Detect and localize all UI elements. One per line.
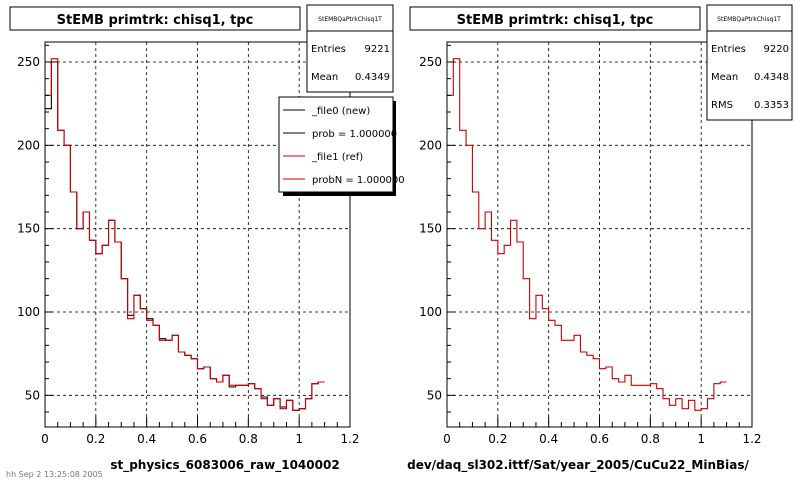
- left-xtick-label-0.8: 0.8: [239, 432, 258, 446]
- right-xtick-label-1.2: 1.2: [742, 432, 761, 446]
- left-ytick-label-50: 50: [25, 388, 40, 402]
- left-xtick-label-1.2: 1.2: [340, 432, 359, 446]
- right-xtick-label-0.6: 0.6: [590, 432, 609, 446]
- left-xtick-label-0.2: 0.2: [86, 432, 105, 446]
- left-mean-value: 0.4349: [355, 72, 390, 83]
- right-y-axis: 50 100 150 200 250: [419, 44, 455, 413]
- right-stats-box: StEMBQaPtrkChisq1T Entries 9220 Mean 0.4…: [706, 4, 793, 121]
- left-ytick-label-100: 100: [17, 305, 40, 319]
- left-ytick-label-250: 250: [17, 55, 40, 69]
- left-title-box: [9, 6, 301, 31]
- legend-entry-new: _file0 (new): [311, 106, 370, 117]
- left-entries-label: Entries: [311, 44, 346, 55]
- left-entries-value: 9221: [365, 44, 390, 55]
- right-xtick-label-0: 0: [443, 432, 451, 446]
- left-stats-frame: [306, 4, 394, 93]
- right-ytick-label-50: 50: [427, 388, 442, 402]
- left-xtick-label-0: 0: [41, 432, 49, 446]
- left-xtick-label-1: 1: [295, 432, 303, 446]
- right-series-ref: [447, 58, 727, 411]
- right-ytick-label-150: 150: [419, 222, 442, 236]
- right-ytick-label-100: 100: [419, 305, 442, 319]
- left-x-axis: 0 0.2 0.4 0.6 0.8 1 1.2: [41, 417, 360, 446]
- right-xtick-label-1: 1: [697, 432, 705, 446]
- left-x-label: st_physics_6083006_raw_1040002: [110, 458, 339, 473]
- right-histogram: [447, 58, 727, 411]
- right-ytick-label-250: 250: [419, 55, 442, 69]
- legend-frame: [278, 96, 394, 193]
- right-x-label: dev/daq_sl302.ittf/Sat/year_2005/CuCu22_…: [407, 458, 749, 473]
- left-histogram: [45, 58, 325, 411]
- right-title-box: [409, 6, 701, 31]
- left-title: StEMB primtrk: chisq1, tpc: [57, 13, 254, 28]
- right-stats-frame: [706, 4, 793, 121]
- right-xtick-label-0.8: 0.8: [641, 432, 660, 446]
- right-entries-label: Entries: [711, 44, 746, 55]
- right-xtick-label-0.4: 0.4: [539, 432, 558, 446]
- right-x-axis: 0 0.2 0.4 0.6 0.8 1 1.2: [443, 417, 762, 446]
- right-stats-name: StEMBQaPtrkChisq1T: [717, 16, 781, 23]
- left-ytick-label-200: 200: [17, 138, 40, 152]
- footer-timestamp: hh Sep 2 13:25:08 2005: [6, 470, 103, 479]
- right-mean-label: Mean: [711, 72, 738, 83]
- left-panel: StEMB primtrk: chisq1, tpc 50 100 150 200 25…: [9, 4, 405, 473]
- right-rms-label: RMS: [711, 100, 733, 111]
- legend-entry-probn: probN = 1.000000: [312, 175, 405, 186]
- left-mean-label: Mean: [311, 72, 338, 83]
- right-rms-value: 0.3353: [754, 100, 789, 111]
- right-panel: StEMB primtrk: chisq1, tpc 50 100 150 200 25…: [407, 4, 793, 473]
- right-ytick-label-200: 200: [419, 138, 442, 152]
- right-grid: [447, 42, 752, 427]
- left-legend: _file0 (new) prob = 1.000000 _file1 (ref…: [278, 96, 405, 196]
- left-stats-name: StEMBQaPtrkChisq1T: [318, 16, 382, 23]
- right-entries-value: 9220: [764, 44, 789, 55]
- left-xtick-label-0.6: 0.6: [188, 432, 207, 446]
- left-y-axis: 50 100 150 200 250: [17, 44, 53, 413]
- left-xtick-label-0.4: 0.4: [137, 432, 156, 446]
- right-mean-value: 0.4348: [754, 72, 789, 83]
- left-series-ref: [45, 58, 325, 411]
- left-ytick-label-150: 150: [17, 222, 40, 236]
- legend-entry-ref: _file1 (ref): [311, 152, 363, 163]
- right-title: StEMB primtrk: chisq1, tpc: [457, 13, 654, 28]
- legend-entry-prob: prob = 1.000000: [312, 129, 397, 140]
- right-xtick-label-0.2: 0.2: [488, 432, 507, 446]
- left-stats-box: StEMBQaPtrkChisq1T Entries 9221 Mean 0.4…: [306, 4, 394, 93]
